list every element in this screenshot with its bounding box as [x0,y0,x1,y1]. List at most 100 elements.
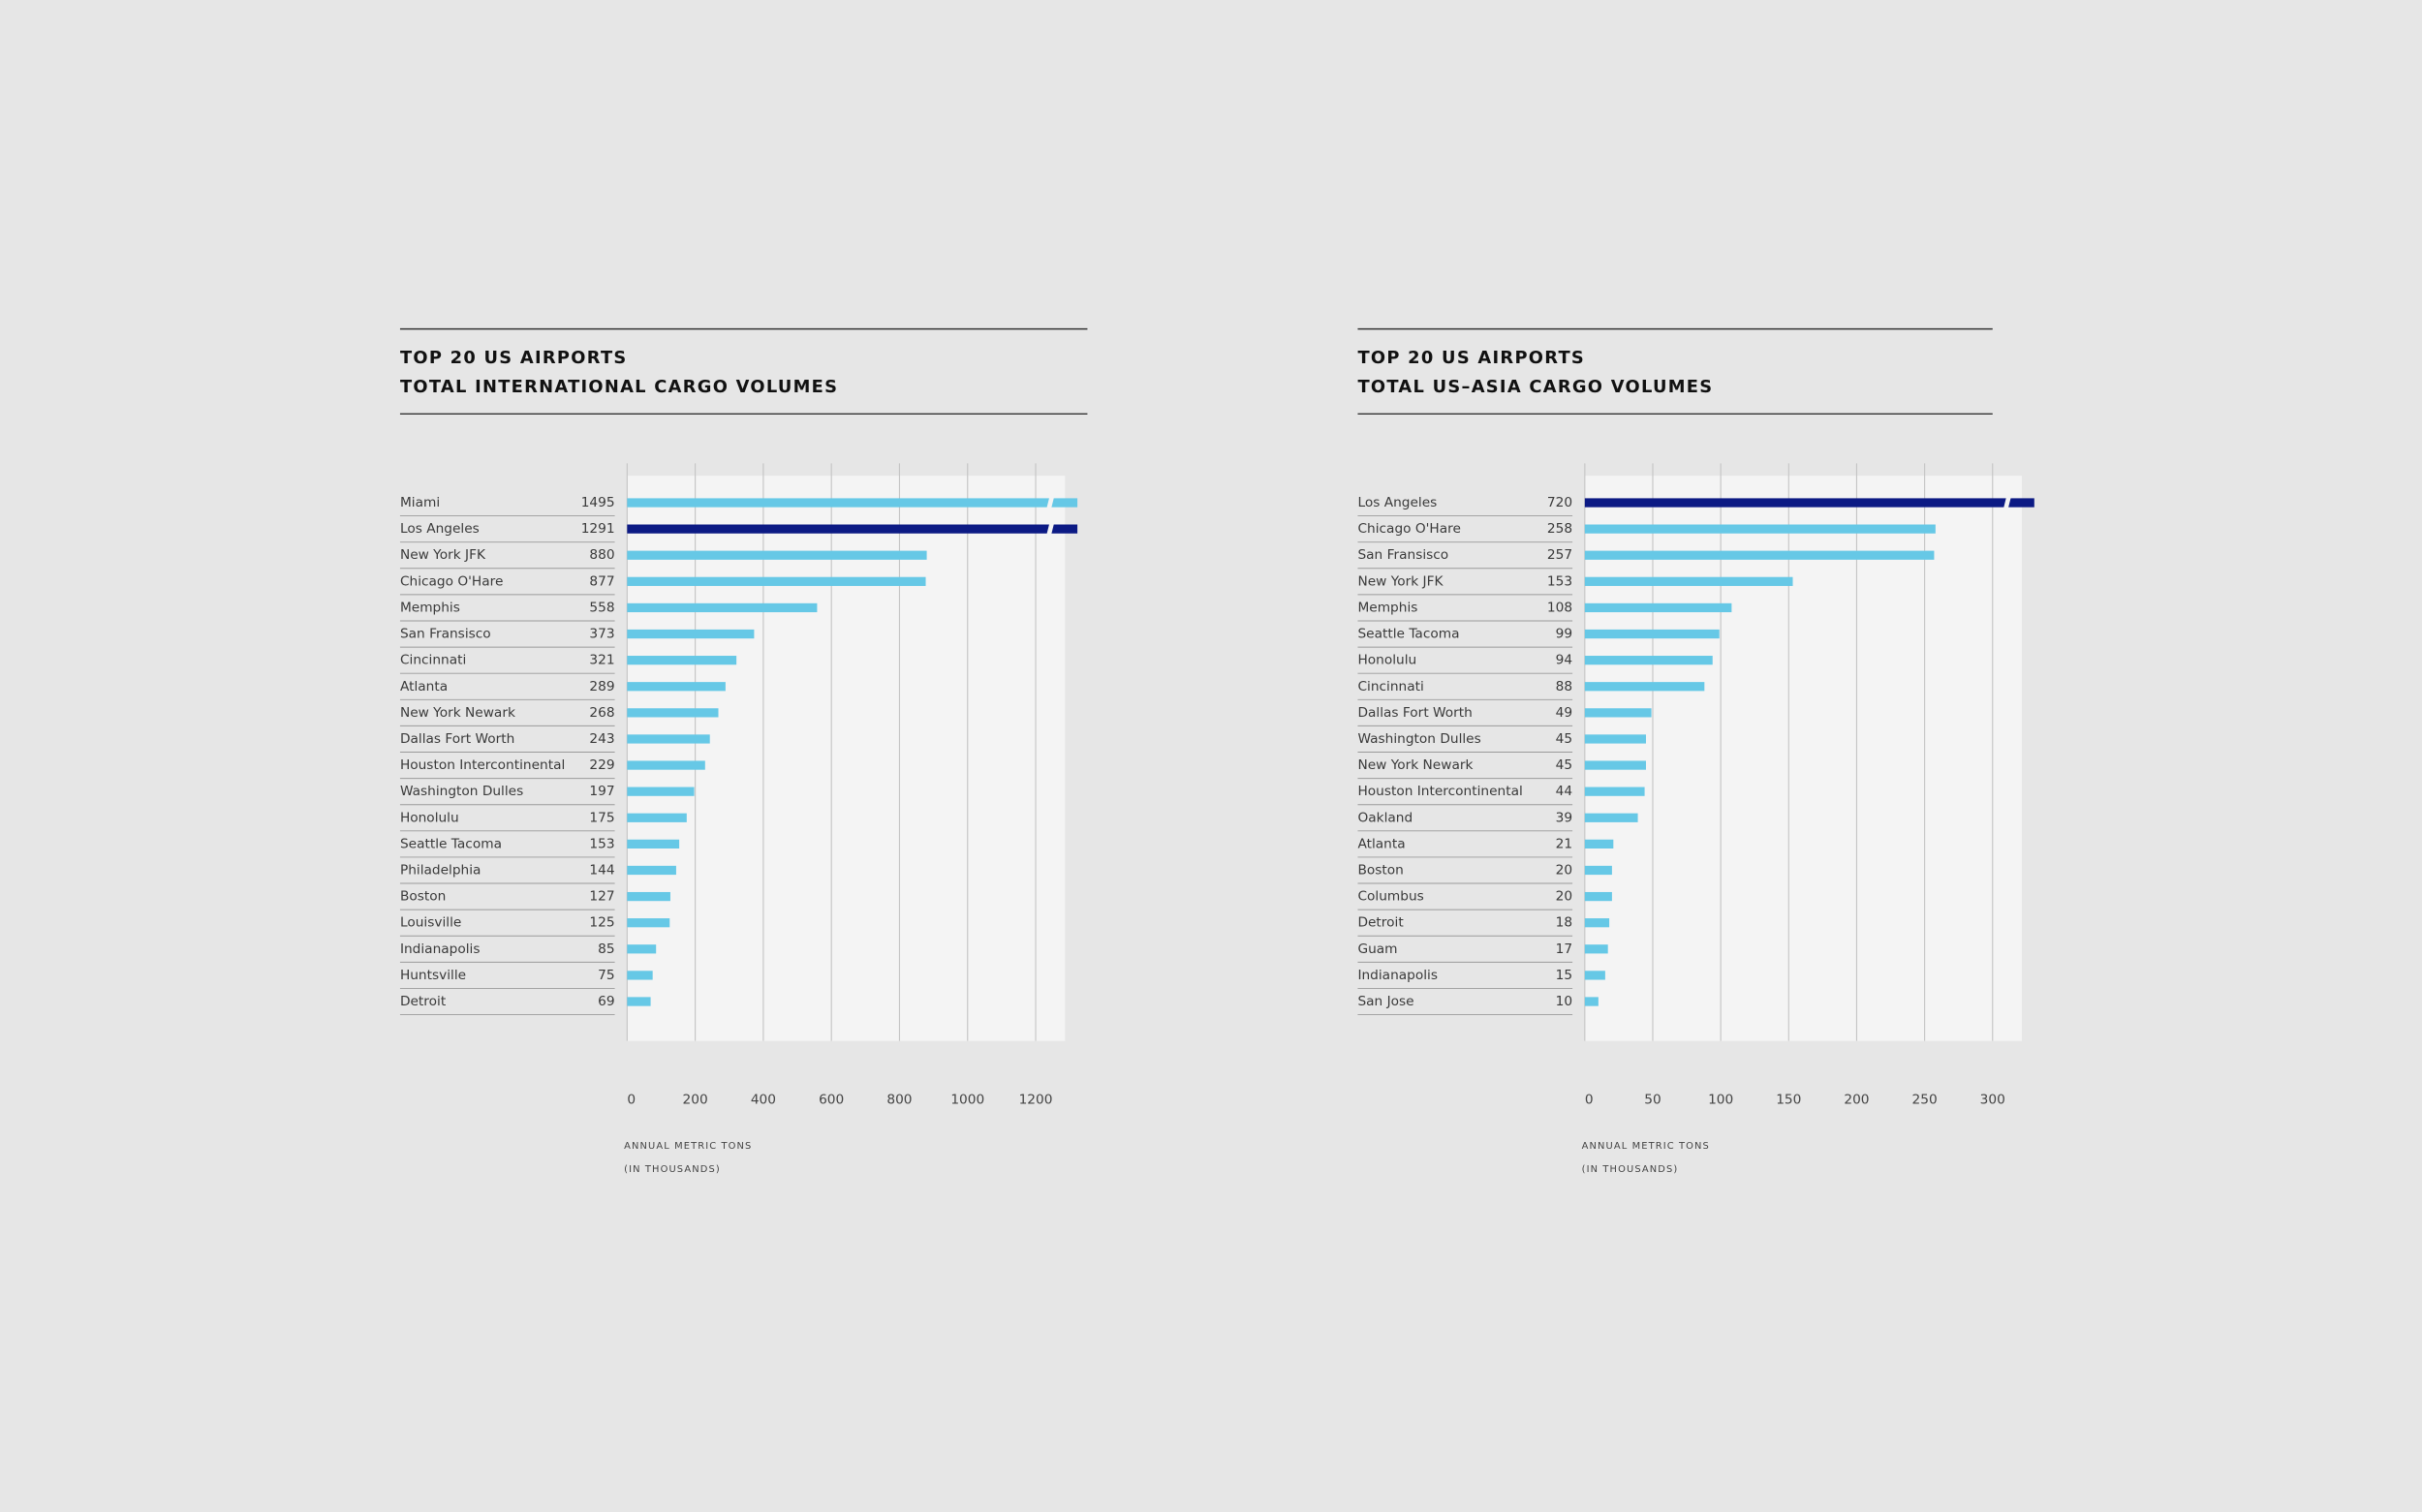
category-label: Los Angeles [1357,495,1437,510]
category-label: Huntsville [400,968,466,983]
value-label: 229 [589,757,614,773]
bar [1584,524,1936,534]
x-tick-label: 100 [1708,1092,1733,1107]
category-label: San Fransisco [400,627,491,642]
bar [627,708,719,718]
value-label: 144 [589,862,614,878]
axis-break [1046,522,1055,536]
bar [1584,787,1645,796]
axis-break [2003,496,2011,509]
value-label: 45 [1556,731,1572,747]
category-label: Houston Intercontinental [1357,784,1522,799]
bar [1584,944,1608,954]
x-tick-label: 1000 [950,1092,984,1107]
bar [627,839,680,849]
value-label: 49 [1556,705,1572,721]
bar [627,944,657,954]
category-label: Honolulu [1357,653,1416,668]
value-label: 1291 [581,521,615,537]
value-label: 88 [1556,679,1572,694]
value-label: 39 [1556,810,1572,825]
category-label: Seattle Tacoma [1357,627,1459,642]
value-label: 75 [598,968,614,983]
value-label: 21 [1556,836,1572,851]
value-label: 153 [1547,573,1572,589]
value-label: 85 [598,941,614,957]
value-label: 175 [589,810,614,825]
category-label: Atlanta [1357,836,1405,851]
value-label: 373 [589,627,614,642]
category-label: New York JFK [400,547,486,563]
bar [627,656,737,665]
value-label: 69 [598,994,614,1009]
x-tick-label: 400 [751,1092,776,1107]
x-tick-label: 1200 [1019,1092,1053,1107]
category-label: Boston [1357,862,1403,878]
category-label: Detroit [1357,915,1404,931]
category-label: New York Newark [1357,757,1473,773]
value-label: 18 [1556,915,1572,931]
value-label: 257 [1547,547,1572,563]
value-label: 45 [1556,757,1572,773]
value-label: 17 [1556,941,1572,957]
value-label: 153 [589,836,614,851]
value-label: 289 [589,679,614,694]
x-tick-label: 600 [819,1092,844,1107]
bar [627,971,653,980]
x-axis-label: ANNUAL METRIC TONS [1582,1141,1710,1152]
category-label: New York JFK [1357,573,1444,589]
bar [1584,918,1610,928]
category-label: Indianapolis [1357,968,1438,983]
category-label: Washington Dulles [1357,731,1480,747]
bar [1584,813,1638,822]
category-label: Philadelphia [400,862,481,878]
bar [1584,997,1599,1006]
category-label: Boston [400,889,446,905]
bar [627,550,927,560]
category-label: Los Angeles [400,521,480,537]
bar [1584,865,1612,876]
category-label: Oakland [1357,810,1413,825]
plot-panel [1584,476,2023,1041]
bar [1584,682,1705,692]
value-label: 108 [1547,600,1572,615]
bar [1584,498,2034,508]
category-label: San Fransisco [1357,547,1448,563]
category-label: Atlanta [400,679,448,694]
category-label: Guam [1357,941,1397,957]
chart-subtitle: TOTAL INTERNATIONAL CARGO VOLUMES [400,377,838,397]
value-label: 125 [589,915,614,931]
value-label: 1495 [581,495,615,510]
bar [627,787,695,796]
category-label: Chicago O'Hare [400,573,503,589]
category-label: San Jose [1357,994,1413,1009]
x-tick-label: 800 [886,1092,912,1107]
category-label: Detroit [400,994,447,1009]
bar [1584,629,1720,639]
x-axis-note: (IN THOUSANDS) [624,1164,721,1175]
bar [627,602,818,613]
x-tick-label: 150 [1776,1092,1801,1107]
category-label: Houston Intercontinental [400,757,565,773]
value-label: 880 [589,547,614,563]
bar [1584,576,1793,586]
value-label: 15 [1556,968,1572,983]
bar [1584,708,1652,718]
value-label: 20 [1556,889,1572,905]
value-label: 44 [1556,784,1572,799]
bar [627,576,926,586]
bar [1584,971,1605,980]
value-label: 877 [589,573,614,589]
value-label: 127 [589,889,614,905]
category-label: Cincinnati [400,653,466,668]
value-label: 197 [589,784,614,799]
bar [1584,550,1935,560]
x-axis-label: ANNUAL METRIC TONS [624,1141,752,1152]
bar [627,891,670,902]
bar [627,918,670,928]
category-label: Memphis [1357,600,1417,615]
bar [1584,656,1713,665]
value-label: 258 [1547,521,1572,537]
category-label: Chicago O'Hare [1357,521,1460,537]
